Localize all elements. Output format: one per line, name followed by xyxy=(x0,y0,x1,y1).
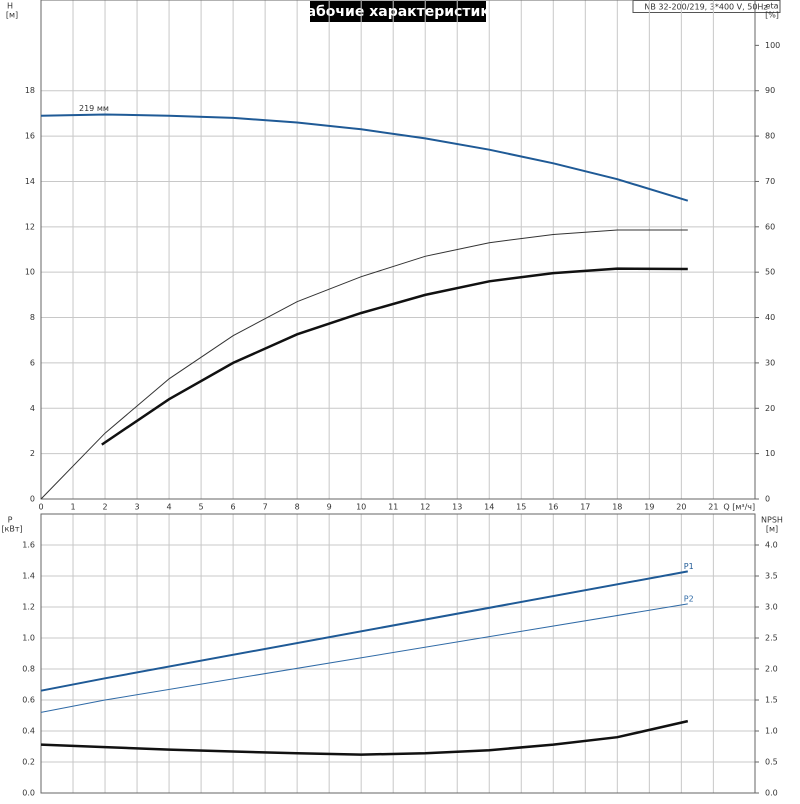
y2-tick-label: 1.0 xyxy=(765,727,778,736)
line-series xyxy=(40,603,688,713)
chart-subtitle: NB 32-200/219, 3*400 V, 50Hz xyxy=(644,3,767,12)
x-tick-label: 15 xyxy=(516,503,526,512)
line-series xyxy=(40,229,688,500)
chart-title: Рабочие характеристики xyxy=(296,4,499,20)
y-tick-label: 1.4 xyxy=(22,572,35,581)
y2-axis-unit: [м] xyxy=(766,525,778,534)
plot-frame xyxy=(40,0,756,500)
y2-axis-label: eta xyxy=(766,2,779,11)
y-tick-label: 10 xyxy=(25,268,35,277)
y2-tick-label: 4.0 xyxy=(765,541,778,550)
x-tick-label: 19 xyxy=(644,503,654,512)
x-tick-label: 4 xyxy=(167,503,172,512)
line-series xyxy=(40,719,689,756)
x-tick-label: 20 xyxy=(676,503,686,512)
series-label: 219 мм xyxy=(79,104,109,113)
x-tick-label: 2 xyxy=(102,503,107,512)
y-tick-label: 1.0 xyxy=(22,634,35,643)
series-label: P2 xyxy=(684,594,694,603)
line-series xyxy=(40,113,689,202)
y-tick-label: 0.2 xyxy=(22,758,35,767)
y2-tick-label: 30 xyxy=(765,358,775,367)
x-tick-label: 6 xyxy=(231,503,236,512)
x-tick-label: 21 xyxy=(708,503,718,512)
y-tick-label: 6 xyxy=(30,358,35,367)
y-tick-label: 2 xyxy=(30,449,35,458)
y-tick-label: 8 xyxy=(30,313,35,322)
y2-tick-label: 70 xyxy=(765,177,775,186)
title-box xyxy=(310,1,486,22)
x-tick-label: 10 xyxy=(356,503,366,512)
x-axis-label: Q [м³/ч] xyxy=(723,503,755,512)
y2-tick-label: 0.0 xyxy=(765,789,778,798)
x-tick-label: 17 xyxy=(580,503,590,512)
y2-tick-label: 2.5 xyxy=(765,634,778,643)
y-axis-unit: [кВт] xyxy=(1,525,22,534)
x-tick-label: 7 xyxy=(263,503,268,512)
y-tick-label: 14 xyxy=(25,177,35,186)
x-tick-label: 18 xyxy=(612,503,622,512)
y-tick-label: 1.6 xyxy=(22,541,35,550)
y2-axis-unit: [%] xyxy=(765,11,779,20)
x-tick-label: 5 xyxy=(199,503,204,512)
x-tick-label: 8 xyxy=(295,503,300,512)
y2-tick-label: 1.5 xyxy=(765,696,778,705)
y2-tick-label: 50 xyxy=(765,268,775,277)
y-tick-label: 12 xyxy=(25,222,35,231)
y-tick-label: 0.6 xyxy=(22,696,35,705)
line-series xyxy=(101,267,688,446)
y-tick-label: 0.8 xyxy=(22,665,35,674)
y2-tick-label: 10 xyxy=(765,449,775,458)
y2-axis-label: NPSH xyxy=(761,516,783,525)
x-tick-label: 13 xyxy=(452,503,462,512)
y2-tick-label: 100 xyxy=(765,41,780,50)
y-tick-label: 0.0 xyxy=(22,789,35,798)
y2-tick-label: 3.5 xyxy=(765,572,778,581)
x-tick-label: 3 xyxy=(135,503,140,512)
y-tick-label: 4 xyxy=(30,404,35,413)
y-tick-label: 16 xyxy=(25,132,35,141)
y-axis-label: P xyxy=(8,516,13,525)
y-axis-label: H xyxy=(7,2,13,11)
x-tick-label: 1 xyxy=(70,503,75,512)
x-tick-label: 9 xyxy=(327,503,332,512)
y2-tick-label: 0.5 xyxy=(765,758,778,767)
y2-tick-label: 90 xyxy=(765,86,775,95)
y2-tick-label: 20 xyxy=(765,404,775,413)
y2-tick-label: 80 xyxy=(765,132,775,141)
plot-frame xyxy=(40,513,756,794)
y-axis-unit: [м] xyxy=(6,11,18,20)
y2-tick-label: 40 xyxy=(765,313,775,322)
y2-tick-label: 0 xyxy=(765,495,770,504)
x-tick-label: 0 xyxy=(38,503,43,512)
line-series xyxy=(40,570,688,692)
y-tick-label: 0.4 xyxy=(22,727,35,736)
x-tick-label: 11 xyxy=(388,503,398,512)
y-tick-label: 0 xyxy=(30,495,35,504)
y-tick-label: 18 xyxy=(25,86,35,95)
y-tick-label: 1.2 xyxy=(22,603,35,612)
y2-tick-label: 3.0 xyxy=(765,603,778,612)
x-tick-label: 16 xyxy=(548,503,558,512)
y2-tick-label: 2.0 xyxy=(765,665,778,674)
series-label: P1 xyxy=(684,562,694,571)
y2-tick-label: 60 xyxy=(765,222,775,231)
x-tick-label: 12 xyxy=(420,503,430,512)
x-tick-label: 14 xyxy=(484,503,494,512)
